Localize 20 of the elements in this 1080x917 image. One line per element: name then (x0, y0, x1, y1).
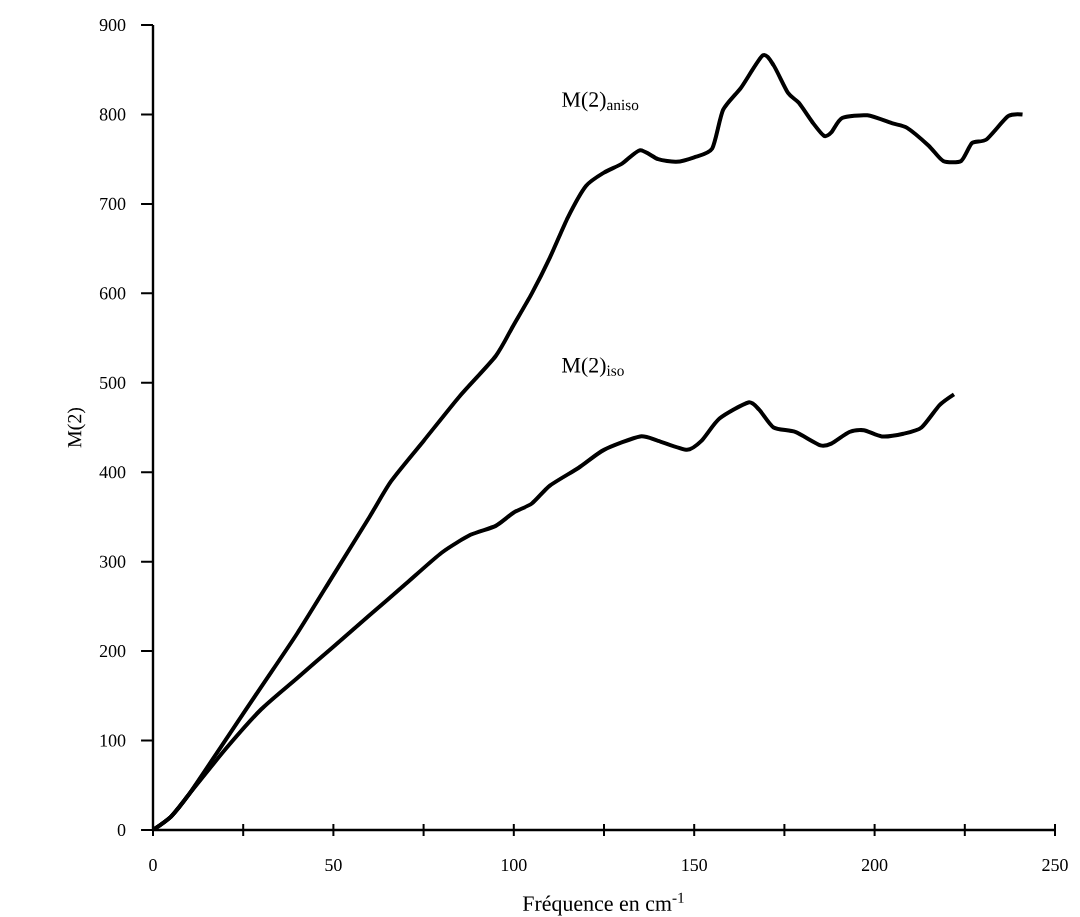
x-tick-label: 200 (861, 858, 888, 872)
x-axis-title: Fréquence en cm$^{-1}$ (522, 892, 684, 916)
y-tick-label: 600 (99, 287, 126, 300)
y-axis-title: M(2) (67, 407, 86, 448)
y-tick-label: 200 (99, 645, 126, 658)
y-tick-label: 100 (100, 734, 126, 747)
x-tick-label: 150 (682, 858, 707, 872)
y-tick-label: 300 (99, 555, 126, 568)
y-tick-label: 700 (100, 197, 126, 210)
x-tick-label: 50 (325, 858, 342, 872)
y-tick-label: 800 (99, 108, 126, 121)
x-tick-label: 0 (149, 858, 157, 872)
y-tick-label: 900 (99, 18, 126, 32)
x-tick-label: 100 (501, 858, 527, 872)
y-tick-label: 0 (117, 823, 126, 837)
y-tick-label: 400 (99, 466, 126, 479)
text: M(2)$_{iso}$ (562, 357, 624, 378)
y-tick-label: 500 (100, 376, 126, 389)
series-label: M(2)$_{aniso}$ (562, 91, 639, 112)
x-tick-label: 250 (1042, 858, 1068, 872)
